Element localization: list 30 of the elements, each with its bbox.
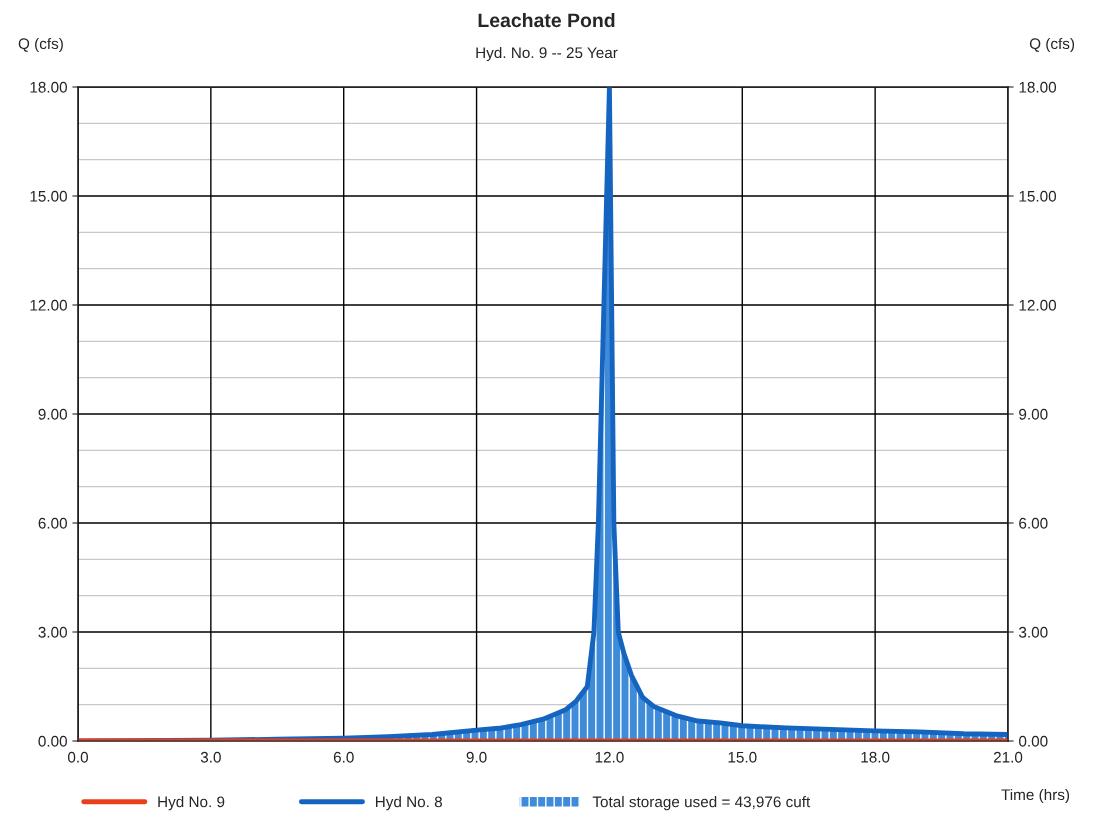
x-tick-label: 0.0 — [67, 751, 89, 763]
y-axis-title: Q (cfs) — [18, 37, 63, 53]
x-axis-title: Time (hrs) — [1001, 788, 1070, 804]
legend-label: Hyd No. 9 — [158, 796, 225, 811]
x-tick-label: 9.0 — [466, 751, 487, 763]
y-tick-label: 0.00 — [38, 735, 67, 747]
y-tick-label: 9.00 — [38, 408, 67, 420]
x-tick-label: 12.0 — [595, 751, 624, 763]
y-tick-label: 18.00 — [30, 81, 67, 93]
y-tick-label: 15.00 — [30, 190, 67, 202]
y2-tick-label: 18.00 — [1019, 81, 1057, 93]
legend-label: Hyd No. 8 — [375, 796, 442, 811]
y2-tick-label: 15.00 — [1019, 190, 1057, 202]
y2-axis-title: Q (cfs) — [1029, 37, 1075, 53]
x-tick-label: 3.0 — [200, 751, 221, 763]
legend-label: Total storage used = 43,976 cuft — [592, 796, 811, 811]
y2-tick-label: 6.00 — [1019, 517, 1048, 529]
x-tick-label: 18.0 — [861, 751, 890, 763]
y-tick-label: 12.00 — [30, 299, 67, 311]
y2-tick-label: 9.00 — [1019, 408, 1048, 420]
y2-tick-label: 12.00 — [1019, 299, 1057, 311]
x-tick-label: 15.0 — [728, 751, 757, 763]
x-tick-label: 6.0 — [333, 751, 354, 763]
y-tick-label: 6.00 — [38, 517, 67, 529]
x-tick-label: 21.0 — [993, 751, 1023, 763]
y2-tick-label: 3.00 — [1019, 626, 1048, 638]
y2-tick-label: 0.00 — [1019, 735, 1048, 747]
y-tick-label: 3.00 — [38, 626, 67, 638]
chart-title: Leachate Pond — [478, 12, 615, 28]
chart-subtitle: Hyd. No. 9 -- 25 Year — [476, 46, 618, 62]
